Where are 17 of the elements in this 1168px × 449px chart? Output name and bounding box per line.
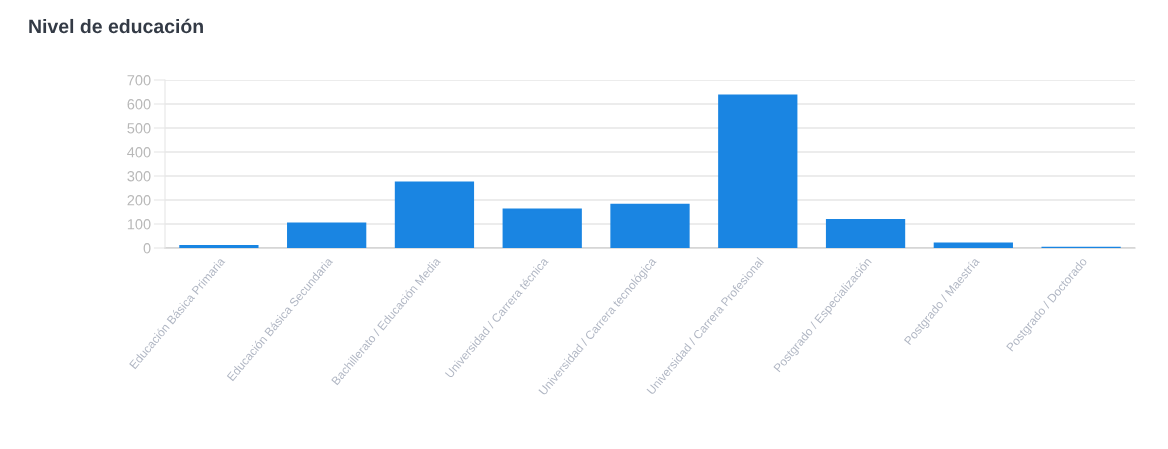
chart-title: Nivel de educación <box>29 18 203 34</box>
bar <box>825 219 906 248</box>
y-tick-label: 300 <box>127 171 151 182</box>
bar <box>394 181 475 248</box>
y-tick-label: 200 <box>127 195 151 206</box>
bar <box>718 94 798 248</box>
bar <box>179 245 259 248</box>
y-tick-label: 500 <box>127 123 151 134</box>
bar <box>287 222 367 248</box>
y-tick-label: 100 <box>127 219 151 230</box>
bar <box>610 203 690 248</box>
y-tick-label: 0 <box>143 243 151 254</box>
y-tick-label: 700 <box>127 75 151 86</box>
y-tick-label: 400 <box>127 147 151 158</box>
bar <box>502 208 582 248</box>
bar <box>933 242 1013 248</box>
y-tick-label: 600 <box>127 99 151 110</box>
